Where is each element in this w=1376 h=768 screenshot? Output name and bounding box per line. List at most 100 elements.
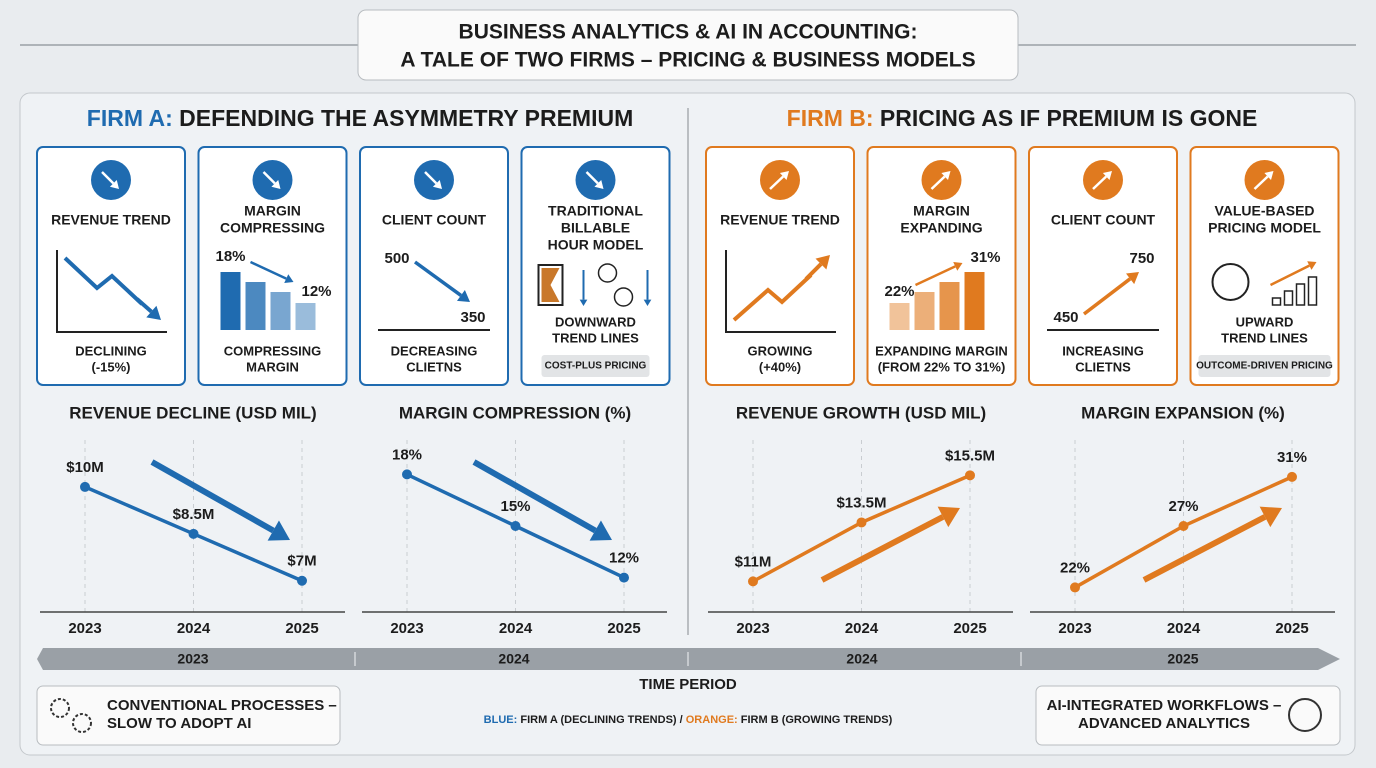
icon-glyph-head xyxy=(594,179,604,189)
legend-text: FIRM A (DECLINING TRENDS) / xyxy=(520,714,682,726)
icon-glyph xyxy=(262,171,276,185)
firm-label: FIRM B: xyxy=(787,105,874,131)
card-caption: DECREASING xyxy=(391,343,478,358)
card-title: VALUE-BASED xyxy=(1214,203,1314,219)
card-figure: 18% xyxy=(215,248,245,265)
data-point xyxy=(297,575,307,586)
title-line: BUSINESS ANALYTICS & AI IN ACCOUNTING: xyxy=(459,21,918,44)
card xyxy=(705,146,855,386)
x-tick-label: 2023 xyxy=(1058,620,1091,637)
mini-bar xyxy=(245,282,266,330)
footer-text: ADVANCED ANALYTICS xyxy=(1078,715,1250,732)
card-caption: TREND LINES xyxy=(1221,330,1308,345)
data-point xyxy=(188,528,199,539)
card-caption: CLIETNS xyxy=(1075,359,1131,374)
title-line: A TALE OF TWO FIRMS – PRICING & BUSINESS… xyxy=(400,49,975,72)
footer-box xyxy=(36,685,341,746)
card xyxy=(1189,146,1340,386)
icon-glyph-head xyxy=(109,179,119,189)
footer-text: AI-INTEGRATED WORKFLOWS – xyxy=(1047,697,1282,714)
mini-arrow xyxy=(413,260,462,297)
card xyxy=(520,146,671,386)
icon-glyph xyxy=(930,175,946,190)
footer-text: SLOW TO ADOPT AI xyxy=(107,715,251,732)
title-box xyxy=(357,9,1019,81)
x-tick-label: 2025 xyxy=(607,620,640,637)
card-caption: GROWING xyxy=(748,343,813,358)
gear-icon xyxy=(72,713,92,733)
mini-bar xyxy=(295,303,316,330)
mini-arrow-head xyxy=(456,289,470,302)
mini-arrow-head xyxy=(953,262,963,271)
icon-glyph-head xyxy=(779,171,789,180)
data-point xyxy=(510,521,521,531)
trend-arrow xyxy=(472,459,597,534)
card-caption: COMPRESSING xyxy=(224,343,322,358)
brain-icon xyxy=(1288,698,1322,732)
tag: COST-PLUS PRICING xyxy=(545,361,647,372)
card-title: PRICING MODEL xyxy=(1208,220,1321,236)
x-tick-label: 2024 xyxy=(499,620,533,637)
x-tick-label: 2024 xyxy=(177,620,211,637)
tag-box xyxy=(541,355,650,377)
firm-heading: FIRM B: PRICING AS IF PREMIUM IS GONE xyxy=(787,105,1258,131)
data-label: 27% xyxy=(1168,498,1198,515)
firm-label: FIRM A: xyxy=(87,105,173,131)
mini-arrow xyxy=(1269,264,1310,287)
trend-arrow-head xyxy=(1259,506,1282,528)
card-title: REVENUE TREND xyxy=(720,212,840,228)
mini-axis xyxy=(725,250,836,333)
legend-blue: BLUE: xyxy=(484,714,518,726)
card-caption: (-15%) xyxy=(91,359,130,374)
mini-bar xyxy=(1283,290,1294,306)
icon-glyph xyxy=(585,171,599,185)
axis-title: TIME PERIOD xyxy=(639,676,737,693)
data-point xyxy=(1287,471,1297,482)
legend: BLUE: FIRM A (DECLINING TRENDS) / ORANGE… xyxy=(484,714,893,726)
x-tick-label: 2023 xyxy=(68,620,101,637)
trend-arrow-head xyxy=(267,520,290,541)
card-caption: INCREASING xyxy=(1062,343,1144,358)
x-tick-label: 2023 xyxy=(736,620,769,637)
card-caption: UPWARD xyxy=(1236,314,1294,329)
data-label: 12% xyxy=(609,550,639,567)
data-point xyxy=(856,517,867,528)
data-point xyxy=(1070,582,1080,593)
card-title: TRADITIONAL xyxy=(548,203,643,219)
firm-heading: FIRM A: DEFENDING THE ASYMMETRY PREMIUM xyxy=(87,105,633,131)
x-tick-label: 2023 xyxy=(390,620,423,637)
card-caption: (FROM 22% TO 31%) xyxy=(878,359,1006,374)
mini-axis xyxy=(56,250,167,333)
card-caption: EXPANDING MARGIN xyxy=(875,343,1008,358)
clock xyxy=(597,263,618,283)
mini-trend xyxy=(732,273,813,322)
icon-glyph xyxy=(769,175,785,190)
card-title: MARGIN xyxy=(244,203,301,219)
x-tick-label: 2025 xyxy=(1275,620,1308,637)
data-label: 15% xyxy=(500,498,530,515)
mini-bar xyxy=(914,292,935,330)
card xyxy=(359,146,509,386)
hourglass xyxy=(537,264,564,306)
mini-bar xyxy=(220,272,241,330)
icon-glyph xyxy=(1092,175,1108,190)
content: FIRM A: DEFENDING THE ASYMMETRY PREMIUM R… xyxy=(36,105,1341,746)
chart-title: REVENUE GROWTH (USD MIL) xyxy=(736,403,986,422)
data-label: $10M xyxy=(66,459,104,476)
clock xyxy=(613,287,634,307)
card-title: COMPRESSING xyxy=(220,220,325,236)
data-label: 22% xyxy=(1060,559,1090,576)
data-label: 31% xyxy=(1277,449,1307,466)
icon-glyph-head xyxy=(432,179,442,189)
footer-text: CONVENTIONAL PROCESSES – xyxy=(107,697,337,714)
data-label: $13.5M xyxy=(836,494,886,511)
icon-glyph-head xyxy=(1102,171,1112,180)
card-caption: CLIETNS xyxy=(406,359,462,374)
legend-text: FIRM B (GROWING TRENDS) xyxy=(741,714,893,726)
gear-icon xyxy=(50,698,70,718)
icon-glyph-head xyxy=(271,179,281,189)
card-caption: DOWNWARD xyxy=(555,314,636,329)
data-point xyxy=(402,469,412,480)
data-point xyxy=(1178,521,1189,531)
